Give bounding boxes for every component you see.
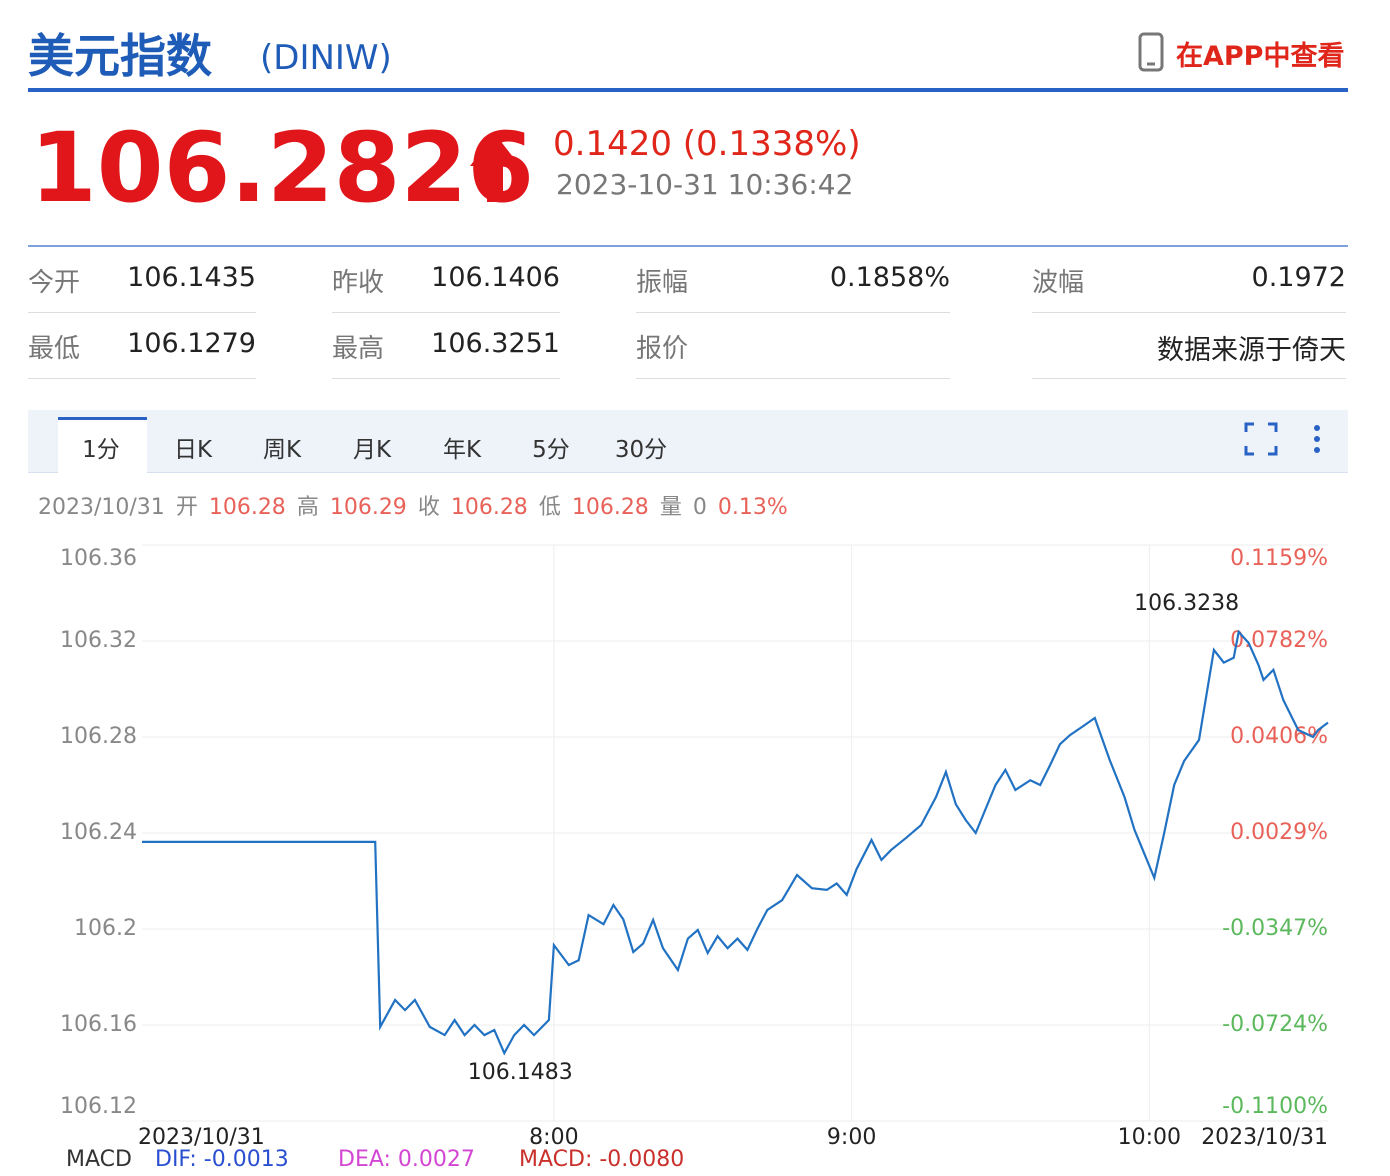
y2-tick-label: -0.0724% bbox=[1222, 1012, 1328, 1037]
stat-label: 最低 bbox=[28, 334, 81, 364]
y-tick-label: 106.12 bbox=[60, 1094, 137, 1119]
info-label: 收 bbox=[417, 495, 440, 520]
info-pct: 0.13% bbox=[717, 495, 788, 520]
info-value: 106.28 bbox=[450, 495, 528, 520]
code: (DINIW) bbox=[260, 38, 392, 78]
x-tick-label: 2023/10/31 bbox=[1201, 1125, 1328, 1150]
tab[interactable]: 月K bbox=[352, 437, 392, 463]
macd-dif: DIF: -0.0013 bbox=[155, 1147, 289, 1172]
tab[interactable]: 日K bbox=[173, 437, 213, 463]
stat-value: 数据来源于倚天 bbox=[1157, 335, 1346, 366]
up-arrow bbox=[470, 134, 520, 202]
x-tick-label: 9:00 bbox=[827, 1125, 876, 1150]
y-tick-label: 106.2 bbox=[74, 916, 137, 941]
divider bbox=[28, 88, 1348, 92]
tab[interactable]: 5分 bbox=[532, 437, 570, 463]
stat-value: 0.1972 bbox=[1251, 262, 1346, 293]
macd-dea: DEA: 0.0027 bbox=[338, 1147, 475, 1172]
x-tick-label: 10:00 bbox=[1118, 1125, 1181, 1150]
info-label: 开 bbox=[175, 495, 198, 520]
info-value: 0 bbox=[692, 495, 707, 520]
stat-value: 106.1435 bbox=[127, 262, 256, 293]
stat-label: 最高 bbox=[332, 334, 385, 364]
info-value: 106.28 bbox=[208, 495, 286, 520]
max-label: 106.3238 bbox=[1134, 591, 1239, 616]
info-date: 2023/10/31 bbox=[38, 495, 165, 520]
stat-rule bbox=[636, 378, 950, 379]
stat-rule bbox=[332, 378, 560, 379]
y2-tick-label: 0.0782% bbox=[1230, 628, 1328, 653]
y-tick-label: 106.32 bbox=[60, 628, 137, 653]
stat-label: 报价 bbox=[636, 334, 689, 364]
y-tick-label: 106.36 bbox=[60, 546, 137, 571]
stat-label: 昨收 bbox=[332, 268, 385, 298]
price-line bbox=[142, 629, 1329, 1056]
y-tick-label: 106.28 bbox=[60, 724, 137, 749]
stat-rule bbox=[636, 312, 950, 313]
y-tick-label: 106.16 bbox=[60, 1012, 137, 1037]
tab[interactable]: 周K bbox=[262, 437, 302, 463]
y2-tick-label: 0.0029% bbox=[1230, 820, 1328, 845]
tab[interactable]: 年K bbox=[442, 437, 482, 463]
price: 106.2826 bbox=[30, 112, 535, 224]
stat-rule bbox=[28, 378, 256, 379]
info-value: 106.28 bbox=[571, 495, 649, 520]
stat-value: 0.1858% bbox=[829, 262, 950, 293]
time: 2023-10-31 10:36:42 bbox=[556, 168, 854, 201]
y2-tick-label: -0.0347% bbox=[1222, 916, 1328, 941]
info-label: 高 bbox=[296, 495, 319, 520]
stat-rule bbox=[332, 312, 560, 313]
tab-bar bbox=[28, 410, 1348, 473]
phone-icon bbox=[1138, 32, 1164, 72]
tools bbox=[1244, 422, 1320, 456]
tab[interactable]: 1分 bbox=[82, 437, 120, 463]
info-value: 106.29 bbox=[329, 495, 407, 520]
stat-rule bbox=[1032, 378, 1346, 379]
info-label: 量 bbox=[659, 495, 682, 520]
change: 0.1420 (0.1338%) bbox=[553, 124, 861, 164]
macd-macd: MACD: -0.0080 bbox=[519, 1147, 684, 1172]
stat-value: 106.1406 bbox=[431, 262, 560, 293]
active-tab bbox=[58, 417, 147, 476]
stat-label: 波幅 bbox=[1032, 268, 1085, 298]
x-tick-label: 8:00 bbox=[529, 1125, 578, 1150]
x-tick-label: 2023/10/31 bbox=[138, 1125, 265, 1150]
stat-value: 106.3251 bbox=[431, 328, 560, 359]
y2-tick-label: 0.1159% bbox=[1230, 546, 1328, 571]
info-label: 低 bbox=[538, 495, 561, 520]
stat-value: 106.1279 bbox=[127, 328, 256, 359]
app-link[interactable]: 在APP中查看 bbox=[1176, 41, 1345, 72]
stat-rule bbox=[28, 312, 256, 313]
divider bbox=[28, 245, 1348, 247]
y2-tick-label: -0.1100% bbox=[1222, 1094, 1328, 1119]
tab[interactable]: 30分 bbox=[614, 437, 668, 463]
stat-rule bbox=[1032, 312, 1346, 313]
info-bar: 2023/10/31 开 106.28 高 106.29 收 106.28 低 106.28 量 0… bbox=[38, 489, 799, 521]
title: 美元指数 bbox=[28, 29, 212, 83]
stat-label: 振幅 bbox=[636, 268, 689, 298]
y-tick-label: 106.24 bbox=[60, 820, 137, 845]
stat-label: 今开 bbox=[28, 268, 81, 298]
min-label: 106.1483 bbox=[468, 1060, 573, 1085]
macd-label: MACD bbox=[66, 1147, 132, 1172]
